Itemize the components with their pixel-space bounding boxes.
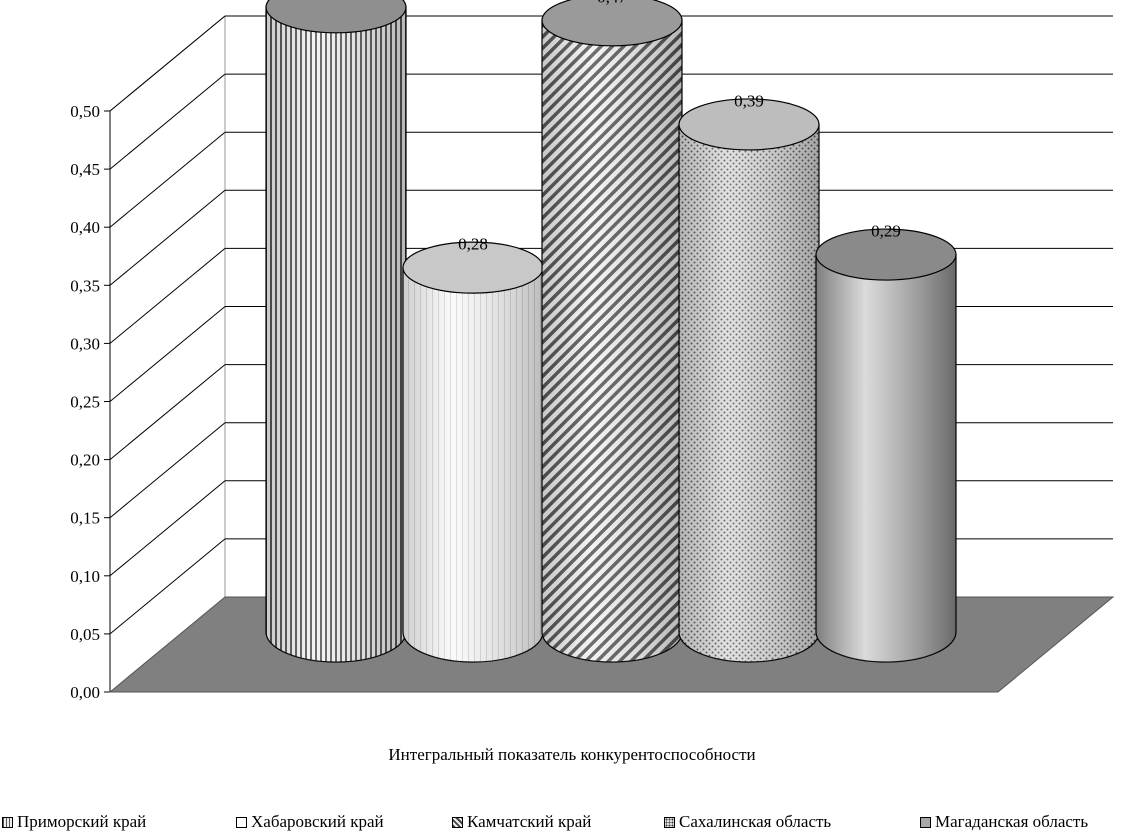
y-tick-label: 0,10 (70, 567, 100, 586)
legend: Приморский край Хабаровский край Камчатски… (0, 812, 1144, 834)
legend-item: Камчатский край (452, 812, 591, 832)
data-labels-group: 0,480,280,470,390,29 (458, 0, 901, 254)
bar-top (541, 0, 683, 47)
data-label: 0,28 (458, 235, 488, 254)
legend-item: Хабаровский край (236, 812, 384, 832)
gridline-side (109, 15, 226, 112)
legend-item: Магаданская область (920, 812, 1088, 832)
bar-top (265, 0, 407, 34)
legend-item: Сахалинская область (664, 812, 831, 832)
y-axis: 0,00 0,05 0,10 0,15 0,20 0,25 0,30 0,35 0,40 0,45… (70, 102, 111, 702)
gridline-side (109, 306, 226, 402)
y-tick-label: 0,40 (70, 218, 100, 237)
y-tick-label: 0,15 (70, 509, 100, 528)
legend-label: Сахалинская область (679, 812, 832, 831)
y-tick-label: 0,05 (70, 625, 100, 644)
gridline-side (109, 538, 226, 635)
legend-swatch (236, 816, 247, 828)
y-tick-label: 0,45 (70, 160, 100, 179)
gridline-side (109, 248, 226, 344)
y-tick-label: 0,20 (70, 451, 100, 470)
legend-label: Камчатский край (467, 812, 592, 831)
bar-shading (542, 20, 682, 663)
bar-5 (815, 228, 957, 663)
y-tick-label: 0,25 (70, 393, 100, 412)
bar-3 (541, 0, 683, 663)
gridline-side (109, 480, 226, 577)
gridline-side (109, 131, 226, 228)
gridline-side (109, 189, 226, 286)
bars-group (265, 0, 957, 663)
gridline-side (109, 364, 226, 460)
bar-shading (679, 124, 819, 662)
legend-swatch (664, 816, 675, 828)
bar-shading (403, 267, 543, 662)
legend-label: Хабаровский край (251, 812, 384, 831)
y-tick-label: 0,00 (70, 683, 100, 702)
bar-top (678, 98, 820, 151)
legend-label: Приморский край (17, 812, 147, 831)
data-label: 0,47 (597, 0, 627, 6)
legend-swatch (452, 816, 463, 828)
bar-shading (816, 254, 956, 662)
bar-top (815, 228, 957, 281)
bar-2 (402, 241, 544, 663)
legend-swatch (2, 816, 13, 828)
bar-1 (265, 0, 407, 663)
data-label: 0,29 (871, 222, 901, 241)
gridline-side (109, 73, 226, 170)
x-axis-label: Интегральный показатель конкурентоспособ… (388, 745, 756, 764)
legend-label: Магаданская область (935, 812, 1089, 831)
y-tick-label: 0,30 (70, 334, 100, 353)
data-label: 0,39 (734, 91, 764, 110)
y-tick-label: 0,50 (70, 102, 100, 121)
gridline-side (109, 422, 226, 519)
legend-item: Приморский край (2, 812, 146, 832)
bar-shading (266, 7, 406, 663)
legend-swatch (920, 816, 931, 828)
y-tick-label: 0,35 (70, 276, 100, 295)
bar-4 (678, 98, 820, 663)
